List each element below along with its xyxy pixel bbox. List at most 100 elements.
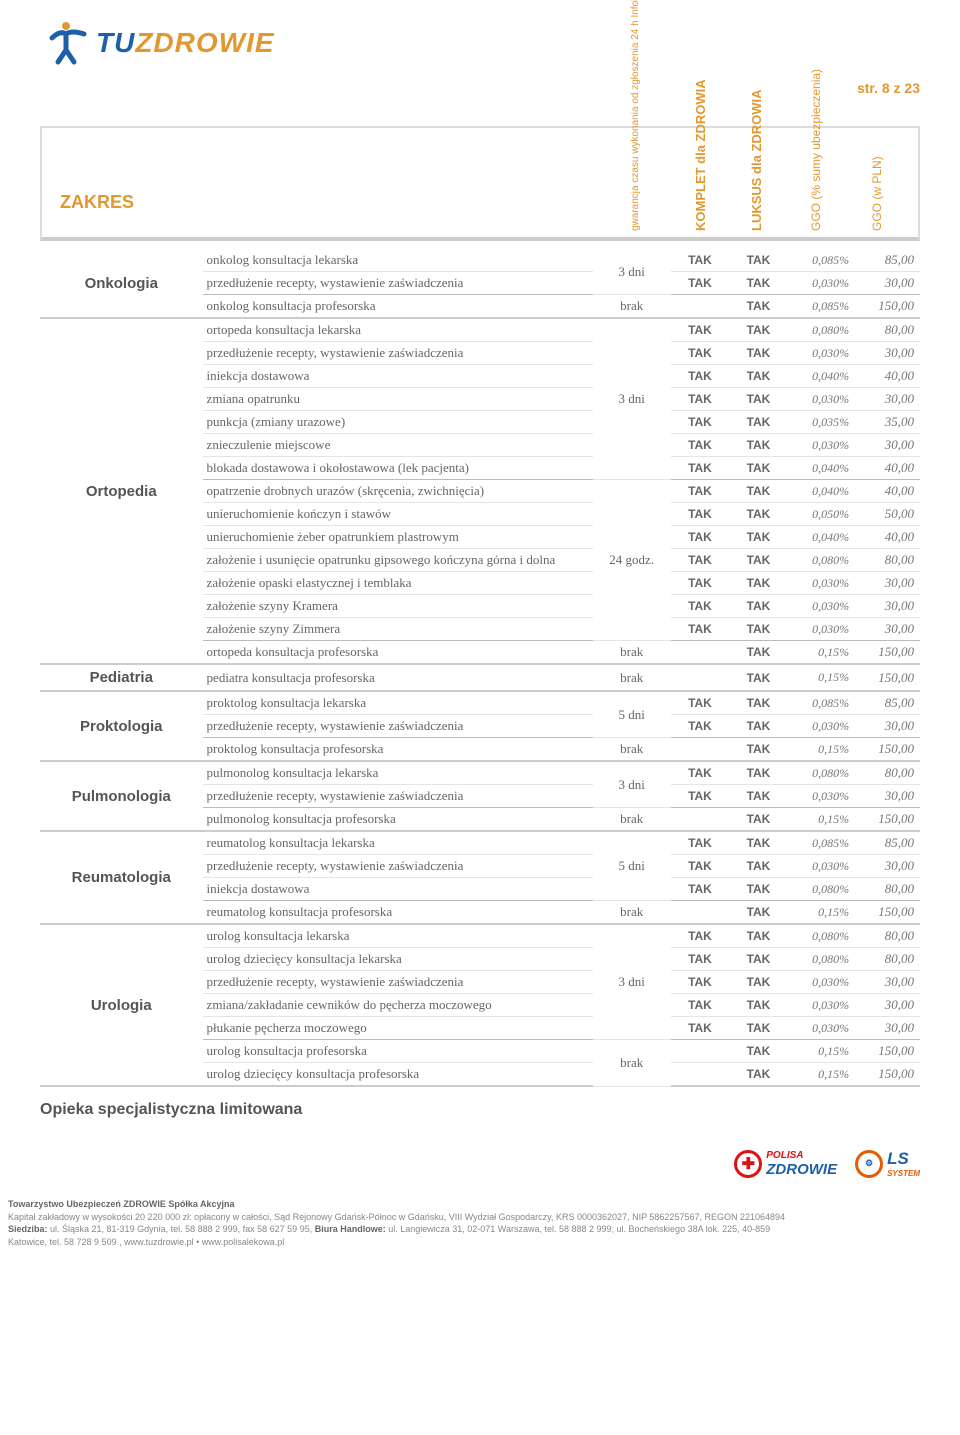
komplet-cell: TAK	[671, 342, 730, 365]
pct-cell: 0,030%	[788, 595, 857, 618]
pln-cell: 150,00	[857, 1040, 920, 1063]
service-cell: ortopeda konsultacja profesorska	[203, 641, 593, 665]
pln-cell: 150,00	[857, 295, 920, 319]
luksus-cell: TAK	[729, 855, 788, 878]
pln-cell: 40,00	[857, 480, 920, 503]
logo-tu: TU	[96, 27, 135, 58]
category-cell: Proktologia	[40, 691, 203, 761]
pln-cell: 30,00	[857, 785, 920, 808]
col-header-ggo-pln: GGO (w PLN)	[854, 128, 914, 237]
luksus-cell: TAK	[729, 342, 788, 365]
time-cell: brak	[593, 641, 671, 665]
komplet-cell: TAK	[671, 365, 730, 388]
service-cell: znieczulenie miejscowe	[203, 434, 593, 457]
category-cell: Onkologia	[40, 249, 203, 318]
category-cell: Pediatria	[40, 664, 203, 691]
logo-icon	[40, 20, 90, 66]
luksus-cell: TAK	[729, 971, 788, 994]
pct-cell: 0,080%	[788, 948, 857, 971]
time-cell: 24 godz.	[593, 480, 671, 641]
service-cell: punkcja (zmiany urazowe)	[203, 411, 593, 434]
pct-cell: 0,15%	[788, 901, 857, 925]
luksus-cell: TAK	[729, 503, 788, 526]
luksus-cell: TAK	[729, 411, 788, 434]
service-cell: urolog dziecięcy konsultacja profesorska	[203, 1063, 593, 1087]
time-cell: brak	[593, 295, 671, 319]
pln-cell: 150,00	[857, 664, 920, 691]
komplet-cell: TAK	[671, 457, 730, 480]
service-cell: pediatra konsultacja profesorska	[203, 664, 593, 691]
pln-cell: 85,00	[857, 831, 920, 855]
pln-cell: 50,00	[857, 503, 920, 526]
service-cell: urolog dziecięcy konsultacja lekarska	[203, 948, 593, 971]
luksus-cell: TAK	[729, 994, 788, 1017]
luksus-cell: TAK	[729, 572, 788, 595]
luksus-cell: TAK	[729, 1040, 788, 1063]
komplet-cell: TAK	[671, 618, 730, 641]
table-row: Reumatologiareumatolog konsultacja lekar…	[40, 831, 920, 855]
komplet-cell: TAK	[671, 691, 730, 715]
pct-cell: 0,080%	[788, 761, 857, 785]
luksus-cell: TAK	[729, 901, 788, 925]
service-cell: założenie szyny Zimmera	[203, 618, 593, 641]
pct-cell: 0,030%	[788, 971, 857, 994]
komplet-cell	[671, 664, 730, 691]
luksus-cell: TAK	[729, 434, 788, 457]
pln-cell: 30,00	[857, 971, 920, 994]
polisa-logo: ✚ POLISA ZDROWIE	[734, 1150, 837, 1178]
table-row: Pediatriapediatra konsultacja profesorsk…	[40, 664, 920, 691]
pln-cell: 80,00	[857, 878, 920, 901]
pln-cell: 30,00	[857, 855, 920, 878]
pln-cell: 80,00	[857, 549, 920, 572]
pct-cell: 0,030%	[788, 855, 857, 878]
luksus-cell: TAK	[729, 1063, 788, 1087]
pct-cell: 0,030%	[788, 785, 857, 808]
komplet-cell: TAK	[671, 878, 730, 901]
time-cell: 3 dni	[593, 761, 671, 808]
polisa-label-a: POLISA	[766, 1150, 837, 1161]
pct-cell: 0,085%	[788, 831, 857, 855]
time-cell: 3 dni	[593, 249, 671, 295]
komplet-cell: TAK	[671, 526, 730, 549]
pln-cell: 150,00	[857, 808, 920, 832]
pln-cell: 85,00	[857, 691, 920, 715]
komplet-cell	[671, 295, 730, 319]
service-cell: zmiana opatrunku	[203, 388, 593, 411]
komplet-cell: TAK	[671, 249, 730, 272]
luksus-cell: TAK	[729, 831, 788, 855]
komplet-cell	[671, 641, 730, 665]
komplet-cell: TAK	[671, 388, 730, 411]
pln-cell: 30,00	[857, 618, 920, 641]
pln-cell: 30,00	[857, 272, 920, 295]
service-cell: blokada dostawowa i okołostawowa (lek pa…	[203, 457, 593, 480]
pct-cell: 0,030%	[788, 342, 857, 365]
service-cell: pulmonolog konsultacja profesorska	[203, 808, 593, 832]
service-cell: proktolog konsultacja lekarska	[203, 691, 593, 715]
pct-cell: 0,085%	[788, 249, 857, 272]
pct-cell: 0,040%	[788, 526, 857, 549]
pln-cell: 40,00	[857, 365, 920, 388]
luksus-cell: TAK	[729, 365, 788, 388]
komplet-cell: TAK	[671, 715, 730, 738]
service-cell: przedłużenie recepty, wystawienie zaświa…	[203, 855, 593, 878]
service-cell: iniekcja dostawowa	[203, 365, 593, 388]
luksus-cell: TAK	[729, 761, 788, 785]
pln-cell: 30,00	[857, 994, 920, 1017]
komplet-cell: TAK	[671, 318, 730, 342]
luksus-cell: TAK	[729, 526, 788, 549]
pct-cell: 0,15%	[788, 641, 857, 665]
luksus-cell: TAK	[729, 664, 788, 691]
service-cell: onkolog konsultacja profesorska	[203, 295, 593, 319]
pln-cell: 30,00	[857, 715, 920, 738]
pln-cell: 150,00	[857, 901, 920, 925]
pln-cell: 30,00	[857, 572, 920, 595]
pln-cell: 150,00	[857, 1063, 920, 1087]
luksus-cell: TAK	[729, 618, 788, 641]
luksus-cell: TAK	[729, 388, 788, 411]
pct-cell: 0,040%	[788, 365, 857, 388]
service-cell: założenie szyny Kramera	[203, 595, 593, 618]
zakres-header: ZAKRES gwarancja czasu wykonania od zgło…	[40, 126, 920, 241]
luksus-cell: TAK	[729, 295, 788, 319]
service-cell: unieruchomienie kończyn i stawów	[203, 503, 593, 526]
komplet-cell: TAK	[671, 855, 730, 878]
